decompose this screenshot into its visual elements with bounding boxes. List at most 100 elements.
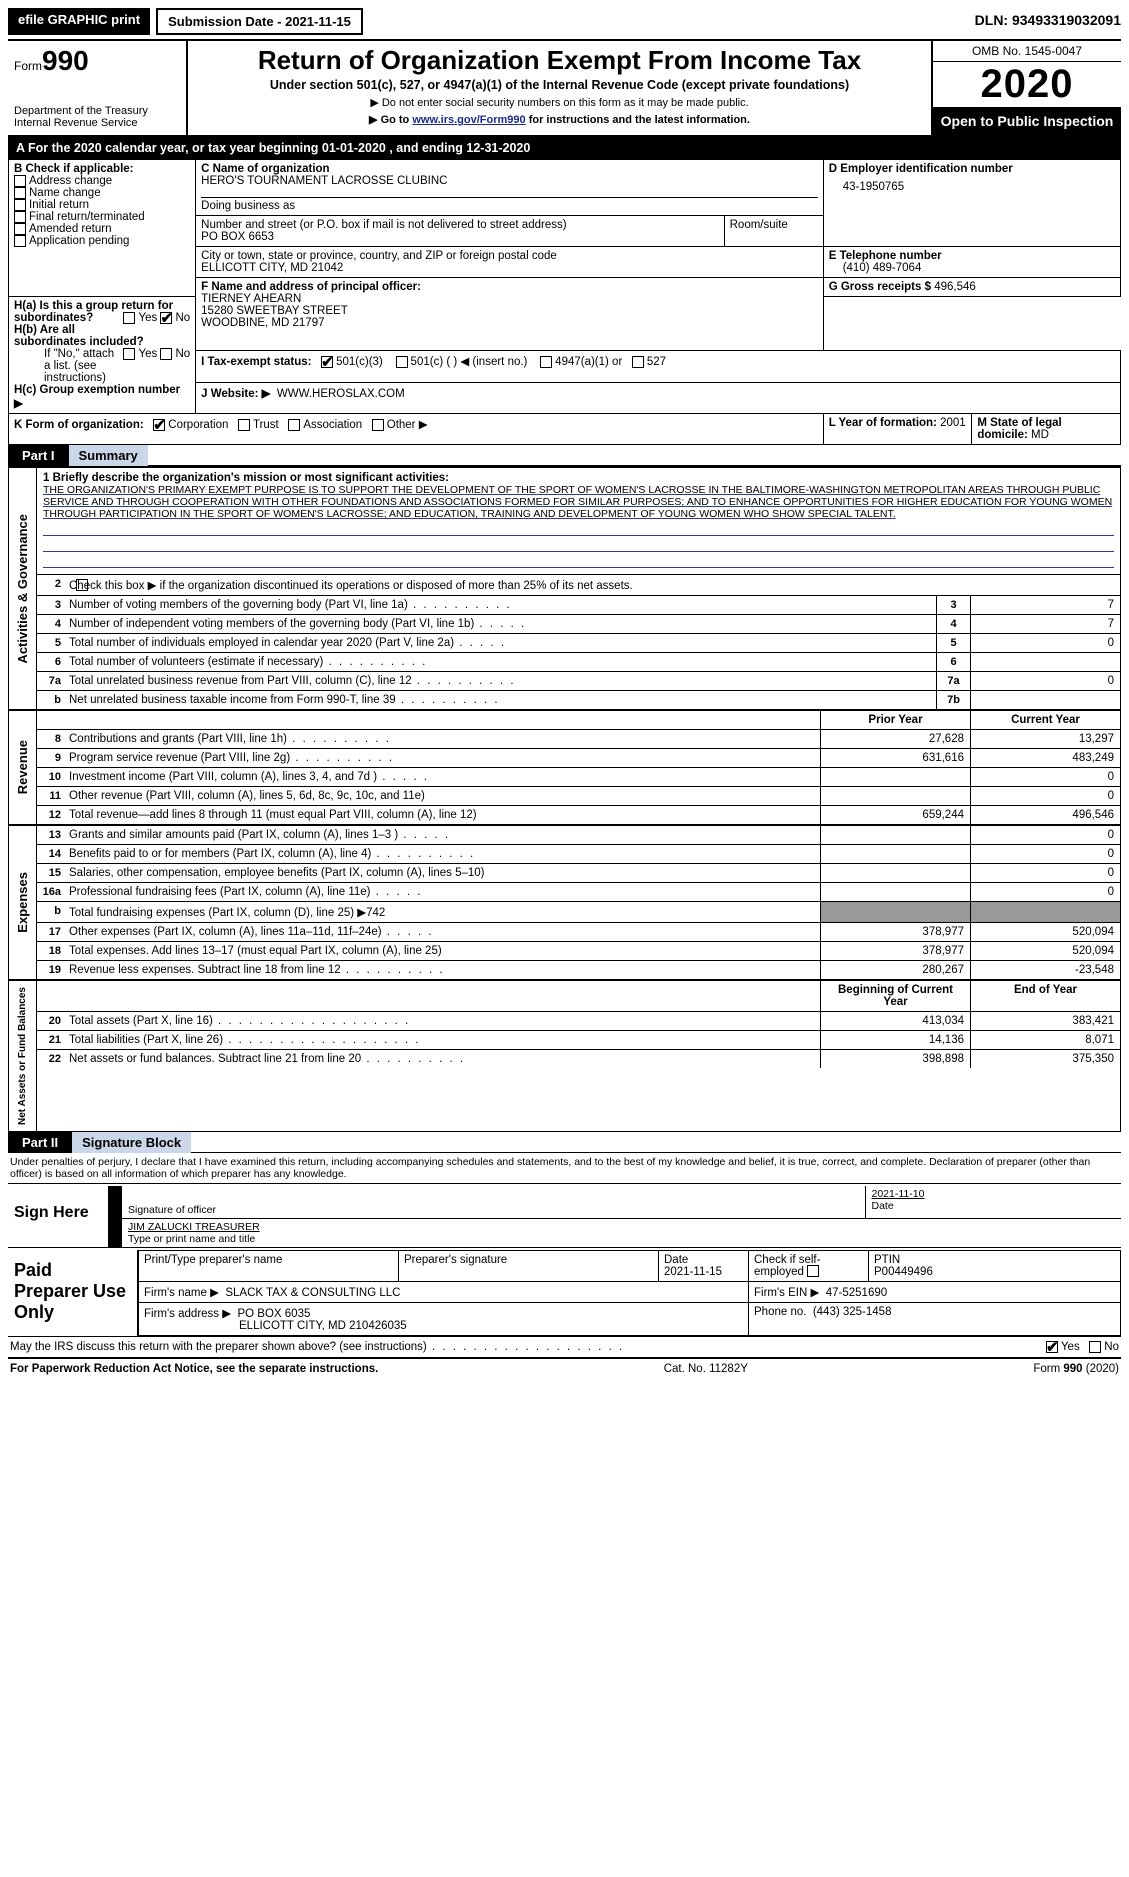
4947-checkbox[interactable]	[540, 356, 552, 368]
ha-yes-checkbox[interactable]	[123, 312, 135, 324]
line-13-current: 0	[970, 826, 1120, 844]
box-b-label: B Check if applicable:	[14, 163, 190, 175]
activities-governance-section: Activities & Governance 1 Briefly descri…	[8, 466, 1121, 710]
line-4-value: 7	[970, 615, 1120, 633]
sign-here-label: Sign Here	[8, 1186, 108, 1247]
line-11-prior	[820, 787, 970, 805]
footer-left: For Paperwork Reduction Act Notice, see …	[10, 1363, 378, 1375]
discuss-yes-checkbox[interactable]	[1046, 1341, 1058, 1353]
firm-name-value: SLACK TAX & CONSULTING LLC	[225, 1287, 400, 1299]
hb-yes-checkbox[interactable]	[123, 348, 135, 360]
net-vlabel: Net Assets or Fund Balances	[16, 981, 30, 1131]
box-l-label: L Year of formation:	[829, 417, 937, 429]
501c-checkbox[interactable]	[396, 356, 408, 368]
box-m-label: M State of legal domicile:	[977, 417, 1061, 441]
efile-badge: efile GRAPHIC print	[8, 8, 150, 35]
line-17-text: Other expenses (Part IX, column (A), lin…	[65, 923, 820, 941]
line-17-prior: 378,977	[820, 923, 970, 941]
sig-date-label: Date	[872, 1200, 1116, 1212]
line-22-text: Net assets or fund balances. Subtract li…	[65, 1050, 820, 1068]
firm-ein-value: 47-5251690	[826, 1287, 887, 1299]
form-header: Form990 Department of the Treasury Inter…	[8, 39, 1121, 137]
501c3-checkbox[interactable]	[321, 356, 333, 368]
line-6-value	[970, 653, 1120, 671]
line-15-current: 0	[970, 864, 1120, 882]
self-employed-checkbox[interactable]	[807, 1265, 819, 1277]
form-subtitle: Under section 501(c), 527, or 4947(a)(1)…	[194, 78, 925, 92]
line-10-prior	[820, 768, 970, 786]
tax-year: 2020	[933, 62, 1121, 107]
irs-label: Internal Revenue Service	[14, 117, 180, 129]
line-2-checkbox[interactable]	[76, 579, 88, 591]
ptin-value: P00449496	[874, 1266, 1115, 1278]
officer-street: 15280 SWEETBAY STREET	[201, 305, 818, 317]
street-value: PO BOX 6653	[201, 231, 718, 243]
ha-no-checkbox[interactable]	[160, 312, 172, 324]
omb-number: OMB No. 1545-0047	[933, 41, 1121, 62]
assoc-checkbox[interactable]	[288, 419, 300, 431]
line-12-prior: 659,244	[820, 806, 970, 824]
hb-no-checkbox[interactable]	[160, 348, 172, 360]
line-12-text: Total revenue—add lines 8 through 11 (mu…	[65, 806, 820, 824]
line-7b-value	[970, 691, 1120, 709]
trust-checkbox[interactable]	[238, 419, 250, 431]
firm-addr-label: Firm's address ▶	[144, 1308, 231, 1320]
other-checkbox[interactable]	[372, 419, 384, 431]
box-f-label: F Name and address of principal officer:	[201, 281, 818, 293]
part-1-header: Part I Summary	[8, 445, 1121, 466]
line-3-value: 7	[970, 596, 1120, 614]
address-change-checkbox[interactable]	[14, 175, 26, 187]
revenue-section: Revenue Prior Year Current Year 8 Contri…	[8, 710, 1121, 825]
line-11-current: 0	[970, 787, 1120, 805]
line-2-text: Check this box ▶ if the organization dis…	[69, 580, 633, 592]
line-18-text: Total expenses. Add lines 13–17 (must eq…	[65, 942, 820, 960]
line-18-prior: 378,977	[820, 942, 970, 960]
line-18-current: 520,094	[970, 942, 1120, 960]
app-pending-checkbox[interactable]	[14, 235, 26, 247]
line-21-text: Total liabilities (Part X, line 26)	[65, 1031, 820, 1049]
line-14-text: Benefits paid to or for members (Part IX…	[65, 845, 820, 863]
box-e-label: E Telephone number	[829, 250, 1115, 262]
dba-label: Doing business as	[201, 197, 818, 212]
box-d-label: D Employer identification number	[829, 163, 1115, 175]
initial-return-checkbox[interactable]	[14, 199, 26, 211]
irs-link[interactable]: www.irs.gov/Form990	[412, 114, 525, 126]
name-change-checkbox[interactable]	[14, 187, 26, 199]
final-return-checkbox[interactable]	[14, 211, 26, 223]
line-20-prior: 413,034	[820, 1012, 970, 1030]
amended-return-checkbox[interactable]	[14, 223, 26, 235]
phone-value: (410) 489-7064	[829, 262, 1115, 274]
prep-date-label: Date	[664, 1254, 743, 1266]
paid-preparer-block: Paid Preparer Use Only Print/Type prepar…	[8, 1250, 1121, 1336]
line-11-text: Other revenue (Part VIII, column (A), li…	[65, 787, 820, 805]
line-3-text: Number of voting members of the governin…	[65, 596, 936, 614]
city-label: City or town, state or province, country…	[201, 250, 818, 262]
line-4-text: Number of independent voting members of …	[65, 615, 936, 633]
527-checkbox[interactable]	[632, 356, 644, 368]
discuss-no-checkbox[interactable]	[1089, 1341, 1101, 1353]
gov-vlabel: Activities & Governance	[13, 508, 32, 670]
line-5-text: Total number of individuals employed in …	[65, 634, 936, 652]
ptin-label: PTIN	[874, 1254, 1115, 1266]
line-8-prior: 27,628	[820, 730, 970, 748]
form-number: Form990	[14, 45, 180, 77]
prep-date-value: 2021-11-15	[664, 1266, 743, 1278]
form-title: Return of Organization Exempt From Incom…	[194, 45, 925, 76]
line-19-prior: 280,267	[820, 961, 970, 979]
net-assets-section: Net Assets or Fund Balances Beginning of…	[8, 980, 1121, 1132]
type-name-label: Type or print name and title	[128, 1233, 1115, 1245]
open-public-badge: Open to Public Inspection	[933, 107, 1121, 135]
sig-officer-label: Signature of officer	[128, 1204, 859, 1216]
corp-checkbox[interactable]	[153, 419, 165, 431]
line-15-prior	[820, 864, 970, 882]
prep-sig-label: Preparer's signature	[399, 1251, 659, 1282]
ein-value: 43-1950765	[829, 175, 1115, 193]
line-13-prior	[820, 826, 970, 844]
box-g-label: G Gross receipts $	[829, 281, 931, 293]
line-9-prior: 631,616	[820, 749, 970, 767]
line-9-current: 483,249	[970, 749, 1120, 767]
line-22-prior: 398,898	[820, 1050, 970, 1068]
footer-mid: Cat. No. 11282Y	[664, 1363, 748, 1375]
line-16b-prior	[820, 902, 970, 922]
box-c-label: C Name of organization	[201, 163, 818, 175]
